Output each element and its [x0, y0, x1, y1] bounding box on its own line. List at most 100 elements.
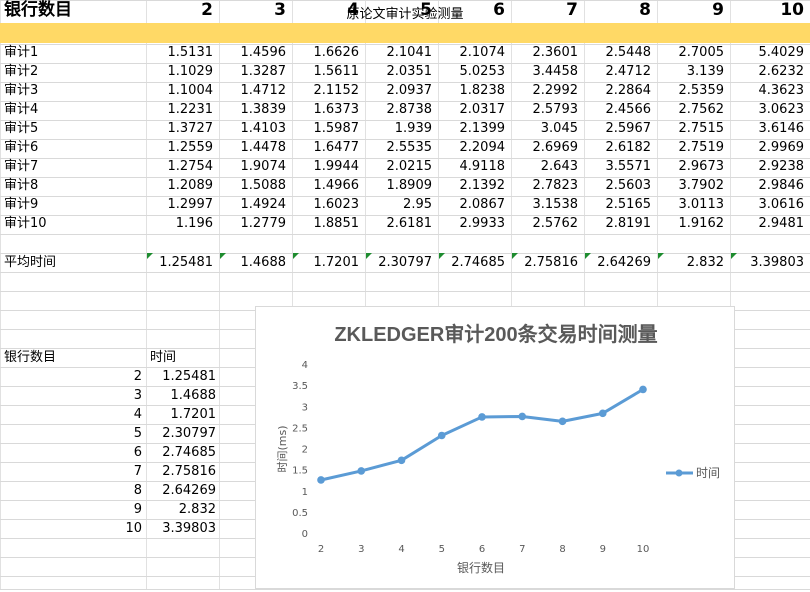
- summary-n-cell[interactable]: 3: [133, 388, 142, 403]
- data-cell[interactable]: 1.9074: [240, 159, 287, 174]
- header-column-cell[interactable]: 10: [780, 0, 804, 20]
- data-cell[interactable]: 3.1538: [532, 197, 579, 212]
- data-cell[interactable]: 2.4712: [605, 64, 652, 79]
- data-cell[interactable]: 2.6181: [386, 216, 433, 231]
- data-cell[interactable]: 1.4596: [240, 45, 287, 60]
- data-cell[interactable]: 1.5131: [167, 45, 214, 60]
- summary-time-cell[interactable]: 2.832: [178, 502, 216, 517]
- data-cell[interactable]: 1.2997: [167, 197, 214, 212]
- header-column-cell[interactable]: 2: [201, 0, 213, 20]
- summary-n-cell[interactable]: 6: [133, 445, 142, 460]
- data-cell[interactable]: 1.6626: [313, 45, 360, 60]
- line-chart[interactable]: ZKLEDGER审计200条交易时间测量 时间(ms) 银行数目 0 0.5 1 1.…: [255, 306, 735, 589]
- data-cell[interactable]: 2.1074: [459, 45, 506, 60]
- data-cell[interactable]: 3.045: [540, 121, 578, 136]
- data-cell[interactable]: 1.6373: [313, 102, 360, 117]
- data-cell[interactable]: 2.6182: [605, 140, 652, 155]
- data-cell[interactable]: 2.8738: [386, 102, 433, 117]
- data-cell[interactable]: 4.3623: [758, 83, 805, 98]
- average-cell[interactable]: 1.25481: [159, 255, 213, 270]
- summary-header-label[interactable]: 银行数目: [4, 350, 57, 365]
- data-cell[interactable]: 2.2992: [532, 83, 579, 98]
- data-cell[interactable]: 2.3601: [532, 45, 579, 60]
- row-label-cell[interactable]: 审计10: [4, 216, 47, 231]
- data-cell[interactable]: 2.1152: [313, 83, 360, 98]
- data-cell[interactable]: 2.0937: [386, 83, 433, 98]
- summary-time-cell[interactable]: 1.25481: [162, 369, 216, 384]
- data-cell[interactable]: 1.3287: [240, 64, 287, 79]
- data-cell[interactable]: 1.6023: [313, 197, 360, 212]
- data-cell[interactable]: 2.1041: [386, 45, 433, 60]
- data-cell[interactable]: 2.5967: [605, 121, 652, 136]
- row-label-cell[interactable]: 审计4: [4, 102, 39, 117]
- summary-n-cell[interactable]: 4: [133, 407, 142, 422]
- data-cell[interactable]: 1.4966: [313, 178, 360, 193]
- data-cell[interactable]: 5.4029: [758, 45, 805, 60]
- summary-n-cell[interactable]: 8: [133, 483, 142, 498]
- data-cell[interactable]: 2.0215: [386, 159, 433, 174]
- average-cell[interactable]: 2.75816: [524, 255, 578, 270]
- row-label-cell[interactable]: 审计5: [4, 121, 39, 136]
- data-cell[interactable]: 2.6232: [758, 64, 805, 79]
- data-cell[interactable]: 1.6477: [313, 140, 360, 155]
- summary-n-cell[interactable]: 9: [133, 502, 142, 517]
- data-cell[interactable]: 1.9944: [313, 159, 360, 174]
- data-cell[interactable]: 2.7519: [678, 140, 725, 155]
- data-cell[interactable]: 2.643: [540, 159, 578, 174]
- summary-time-cell[interactable]: 1.7201: [170, 407, 217, 422]
- summary-header-time[interactable]: 时间: [150, 350, 177, 365]
- data-cell[interactable]: 3.139: [686, 64, 724, 79]
- summary-n-cell[interactable]: 10: [125, 521, 142, 536]
- data-cell[interactable]: 2.7515: [678, 121, 725, 136]
- data-cell[interactable]: 1.4712: [240, 83, 287, 98]
- row-label-cell[interactable]: 审计7: [4, 159, 39, 174]
- data-cell[interactable]: 1.5088: [240, 178, 287, 193]
- summary-n-cell[interactable]: 7: [133, 464, 142, 479]
- data-cell[interactable]: 2.0351: [386, 64, 433, 79]
- data-cell[interactable]: 1.4103: [240, 121, 287, 136]
- data-cell[interactable]: 2.1392: [459, 178, 506, 193]
- data-cell[interactable]: 1.2089: [167, 178, 214, 193]
- data-cell[interactable]: 1.1004: [167, 83, 214, 98]
- data-cell[interactable]: 2.7823: [532, 178, 579, 193]
- average-cell[interactable]: 2.30797: [378, 255, 432, 270]
- data-cell[interactable]: 3.5571: [605, 159, 652, 174]
- data-cell[interactable]: 1.1029: [167, 64, 214, 79]
- data-cell[interactable]: 1.5987: [313, 121, 360, 136]
- data-cell[interactable]: 2.0317: [459, 102, 506, 117]
- data-cell[interactable]: 2.1399: [459, 121, 506, 136]
- average-cell[interactable]: 2.74685: [451, 255, 505, 270]
- data-cell[interactable]: 1.8851: [313, 216, 360, 231]
- data-cell[interactable]: 2.9673: [678, 159, 725, 174]
- row-label-cell[interactable]: 审计8: [4, 178, 39, 193]
- average-cell[interactable]: 2.64269: [597, 255, 651, 270]
- data-cell[interactable]: 1.196: [175, 216, 213, 231]
- data-cell[interactable]: 2.5535: [386, 140, 433, 155]
- summary-time-cell[interactable]: 2.30797: [162, 426, 216, 441]
- data-cell[interactable]: 2.5762: [532, 216, 579, 231]
- average-cell[interactable]: 1.7201: [313, 255, 360, 270]
- row-label-cell[interactable]: 审计3: [4, 83, 39, 98]
- header-column-cell[interactable]: 3: [274, 0, 286, 20]
- data-cell[interactable]: 1.4924: [240, 197, 287, 212]
- row-label-cell[interactable]: 审计9: [4, 197, 39, 212]
- summary-time-cell[interactable]: 2.64269: [162, 483, 216, 498]
- data-cell[interactable]: 3.0113: [678, 197, 725, 212]
- header-column-cell[interactable]: 7: [566, 0, 578, 20]
- data-cell[interactable]: 3.0616: [758, 197, 805, 212]
- data-cell[interactable]: 1.5611: [313, 64, 360, 79]
- data-cell[interactable]: 2.0867: [459, 197, 506, 212]
- summary-time-cell[interactable]: 2.74685: [162, 445, 216, 460]
- data-cell[interactable]: 2.9969: [758, 140, 805, 155]
- average-label-cell[interactable]: 平均时间: [4, 255, 57, 270]
- data-cell[interactable]: 5.0253: [459, 64, 506, 79]
- data-cell[interactable]: 1.4478: [240, 140, 287, 155]
- header-column-cell[interactable]: 6: [493, 0, 505, 20]
- data-cell[interactable]: 1.2779: [240, 216, 287, 231]
- data-cell[interactable]: 2.7562: [678, 102, 725, 117]
- data-cell[interactable]: 1.3727: [167, 121, 214, 136]
- data-cell[interactable]: 2.9846: [758, 178, 805, 193]
- summary-n-cell[interactable]: 5: [133, 426, 142, 441]
- data-cell[interactable]: 4.9118: [459, 159, 506, 174]
- data-cell[interactable]: 3.7902: [678, 178, 725, 193]
